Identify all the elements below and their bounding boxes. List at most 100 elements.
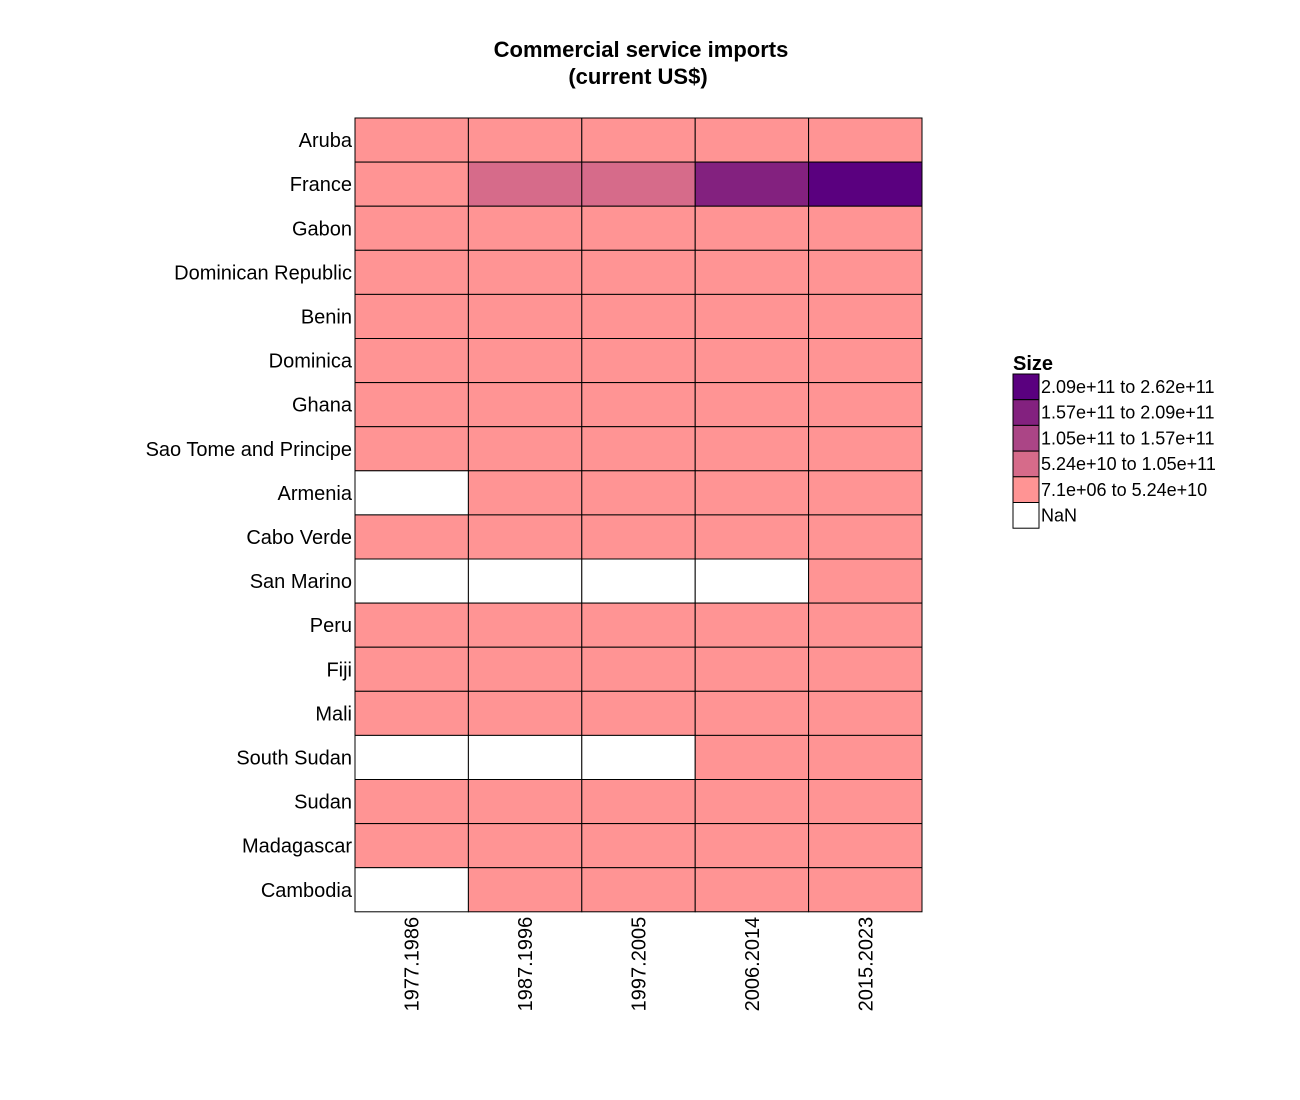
heatmap-cell	[694, 690, 810, 736]
heatmap-cell	[354, 293, 469, 339]
heatmap-cell	[808, 293, 923, 339]
heatmap-cell	[694, 117, 810, 163]
heatmap-cell	[354, 823, 469, 869]
heatmap-cell	[581, 690, 696, 736]
x-tick-label: 2006.2014	[742, 917, 764, 1012]
legend-swatch	[1012, 424, 1040, 452]
heatmap-cell	[354, 558, 469, 604]
heatmap-cell	[694, 734, 810, 781]
heatmap-cell	[467, 779, 583, 825]
x-tick-label: 2015.2023	[855, 917, 877, 1012]
heatmap-cell	[354, 779, 469, 825]
heatmap-cell	[581, 382, 696, 428]
heatmap-cell	[694, 646, 810, 692]
heatmap-cell	[694, 338, 810, 384]
heatmap-cell	[467, 646, 583, 692]
heatmap-cell	[808, 117, 923, 163]
legend-swatch	[1012, 450, 1040, 478]
heatmap-cell	[354, 249, 469, 295]
legend-swatch	[1012, 373, 1040, 401]
heatmap-cell	[467, 205, 583, 251]
y-tick-label: South Sudan	[236, 747, 352, 769]
y-tick-label: San Marino	[250, 571, 352, 593]
y-tick-label: Madagascar	[242, 836, 352, 858]
heatmap-cell	[354, 734, 469, 781]
heatmap-cell	[581, 867, 696, 913]
heatmap-cell	[808, 338, 923, 384]
heatmap-cell	[581, 514, 696, 560]
heatmap-cell	[354, 867, 469, 913]
heatmap-cell	[467, 161, 583, 207]
heatmap-cell	[354, 205, 469, 251]
heatmap-cell	[467, 382, 583, 428]
legend-label: 5.24e+10 to 1.05e+11	[1041, 454, 1216, 474]
heatmap-cell	[467, 470, 583, 516]
legend-label: 2.09e+11 to 2.62e+11	[1041, 377, 1215, 397]
y-tick-label: Dominica	[269, 351, 353, 373]
heatmap-cell	[467, 734, 583, 781]
heatmap-cell	[354, 338, 469, 384]
legend: Size 2.09e+11 to 2.62e+11 1.57e+11 to 2.0…	[1012, 353, 1216, 529]
heatmap-cell	[808, 823, 923, 869]
heatmap-cell	[694, 779, 810, 825]
y-tick-label: Armenia	[278, 483, 353, 505]
legend-label: NaN	[1041, 506, 1077, 526]
heatmap-cell	[808, 558, 923, 604]
legend-label: 1.05e+11 to 1.57e+11	[1041, 428, 1215, 448]
heatmap-cell	[581, 426, 696, 472]
heatmap-cell	[581, 602, 696, 648]
y-tick-label: Cambodia	[261, 880, 353, 902]
heatmap-cell	[808, 514, 923, 560]
heatmap-cell	[467, 514, 583, 560]
heatmap-cell	[467, 338, 583, 384]
heatmap-cell	[694, 514, 810, 560]
legend-swatch	[1012, 502, 1040, 529]
heatmap-cell	[467, 690, 583, 736]
heatmap-cell	[694, 426, 810, 472]
heatmap-cell	[694, 602, 810, 648]
heatmap-cell	[467, 867, 583, 913]
heatmap-cell	[808, 249, 923, 295]
heatmap-cell	[808, 646, 923, 692]
heatmap-cell	[808, 161, 923, 207]
y-tick-label: Aruba	[299, 130, 353, 152]
heatmap-cell	[581, 338, 696, 384]
y-tick-label: Benin	[301, 306, 352, 328]
heatmap-cell	[808, 382, 923, 428]
y-tick-label: Ghana	[292, 395, 353, 417]
legend-swatch	[1012, 399, 1040, 426]
heatmap-cell	[354, 161, 469, 207]
x-tick-label: 1977.1986	[402, 917, 424, 1012]
legend-title: Size	[1013, 353, 1053, 375]
heatmap-cell	[581, 734, 696, 781]
heatmap-cell	[808, 205, 923, 251]
heatmap-cell	[467, 249, 583, 295]
heatmap-cell	[354, 117, 469, 163]
heatmap-cell	[694, 161, 810, 207]
chart-subtitle: (current US$)	[568, 64, 707, 89]
heatmap-cell	[581, 117, 696, 163]
heatmap-cell	[808, 602, 923, 648]
y-tick-label: Peru	[310, 615, 352, 637]
heatmap-cell	[581, 205, 696, 251]
heatmap-cell	[694, 867, 810, 913]
heatmap-cell	[808, 734, 923, 781]
heatmap-cell	[694, 823, 810, 869]
heatmap-cell	[694, 382, 810, 428]
heatmap-cell	[467, 558, 583, 604]
y-tick-label: Sudan	[294, 792, 352, 814]
heatmap-cell	[354, 690, 469, 736]
heatmap-cell	[581, 161, 696, 207]
heatmap-cell	[467, 117, 583, 163]
x-axis-labels: 1977.1986 1987.1996 1997.2005 2006.2014 2015…	[402, 917, 878, 1012]
heatmap-cell	[581, 646, 696, 692]
heatmap-cell	[808, 779, 923, 825]
heatmap-cell	[694, 470, 810, 516]
legend-swatch	[1012, 476, 1040, 503]
heatmap-cells	[354, 117, 923, 913]
y-tick-label: Mali	[315, 703, 352, 725]
y-axis-labels: Aruba France Gabon Dominican Republic Benin D…	[146, 130, 353, 902]
heatmap-cell	[808, 690, 923, 736]
heatmap-cell	[467, 426, 583, 472]
